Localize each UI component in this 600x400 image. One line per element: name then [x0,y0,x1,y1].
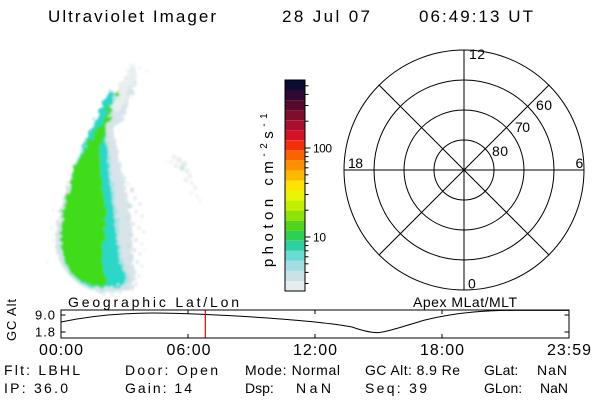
svg-text:Ultraviolet Imager: Ultraviolet Imager [48,7,216,26]
svg-text:70: 70 [515,119,530,135]
svg-text:Apex MLat/MLT: Apex MLat/MLT [413,294,517,310]
svg-text:Seq: 39: Seq: 39 [365,380,427,396]
svg-text:18:00: 18:00 [420,342,464,359]
svg-text:GC Alt: GC Alt [4,299,19,341]
svg-text:NaN: NaN [540,380,568,396]
svg-text:Geographic Lat/Lon: Geographic Lat/Lon [68,294,239,310]
svg-text:Gain: 14: Gain: 14 [125,380,192,396]
svg-text:06:49:13 UT: 06:49:13 UT [419,7,533,26]
svg-text:23:59: 23:59 [547,342,591,359]
svg-text:GLon:: GLon: [484,380,522,396]
svg-text:10: 10 [313,231,326,245]
svg-text:GC Alt: 8.9 Re: GC Alt: 8.9 Re [365,362,460,378]
svg-text:12: 12 [469,46,485,62]
svg-text:1.8: 1.8 [35,325,55,340]
svg-text:0: 0 [468,276,476,292]
svg-text:9.0: 9.0 [35,308,55,323]
svg-text:Flt: LBHL: Flt: LBHL [4,362,80,378]
svg-text:Mode: Normal: Mode: Normal [245,362,340,378]
svg-text:28 Jul 07: 28 Jul 07 [282,7,370,26]
svg-text:6: 6 [576,155,584,171]
svg-text:00:00: 00:00 [39,342,83,359]
svg-text:80: 80 [492,143,508,159]
svg-text:IP: 36.0: IP: 36.0 [4,380,68,396]
svg-text:18: 18 [348,155,363,171]
svg-text:60: 60 [536,97,552,113]
svg-text:photon cm-2s-1: photon cm-2s-1 [259,109,277,267]
svg-text:Dsp:: Dsp: [245,380,274,396]
svg-text:12:00: 12:00 [293,342,337,359]
svg-text:06:00: 06:00 [167,342,211,359]
svg-text:GLat:: GLat: [484,362,518,378]
svg-text:NaN: NaN [296,380,331,396]
svg-text:NaN: NaN [537,362,567,378]
svg-text:100: 100 [313,142,332,156]
svg-text:Door: Open: Door: Open [125,362,218,378]
